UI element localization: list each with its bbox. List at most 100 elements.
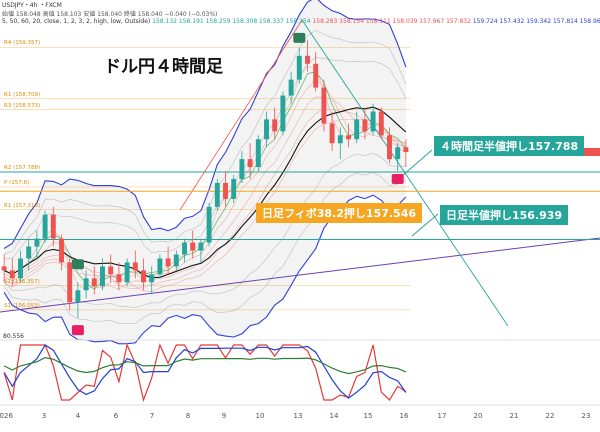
candle-body xyxy=(182,242,187,255)
candle-body xyxy=(288,79,294,96)
candle-body xyxy=(116,274,122,283)
candle-body xyxy=(42,214,48,239)
callout-daily-half: 日足半値押し156.939 xyxy=(440,205,569,225)
x-tick-label: 21 xyxy=(510,412,519,420)
indicator-value: 158.154 xyxy=(337,18,365,25)
oscillator-fast-line xyxy=(3,343,407,403)
indicator-params: 5, 50, 60, 20, close, 1, 2, 3, 2, high, … xyxy=(2,18,151,25)
callout-pointer xyxy=(411,213,439,237)
header-symbol: USDJPY・4h ・FXCM xyxy=(2,2,62,9)
buy-signal-marker xyxy=(71,259,84,270)
indicator-value: 157.967 xyxy=(417,18,445,25)
oscillator-pane xyxy=(0,339,600,406)
indicator-value: 158.308 xyxy=(230,18,258,25)
bollinger-upper-band xyxy=(4,57,407,260)
candle-body xyxy=(50,214,56,239)
candle-body xyxy=(378,111,384,136)
candle-body xyxy=(329,123,335,144)
header-ohlc: 始値 158.048 高値 158.103 安値 158.040 終値 158.… xyxy=(2,11,218,18)
candle-body xyxy=(337,135,343,144)
x-tick-label: 17 xyxy=(438,412,447,420)
candle-body xyxy=(9,270,15,279)
candle-body xyxy=(223,182,228,199)
indicator-value: 157.814 xyxy=(551,18,578,25)
chart-title: ドル円４時間足 xyxy=(104,57,223,77)
header-indicator: 5, 50, 60, 20, close, 1, 2, 3, 2, high, … xyxy=(2,18,600,25)
candle-body xyxy=(305,55,310,64)
indicator-value: 158.960 xyxy=(579,18,600,25)
candle-body xyxy=(34,238,40,247)
candle-body xyxy=(165,258,171,267)
pivot-level-label: R3 (158.573) xyxy=(4,102,41,109)
x-tick-label: 4 xyxy=(76,412,81,420)
bollinger-lower-band xyxy=(3,171,407,324)
callout-4h-half: ４時間足半値押し157.788 xyxy=(434,136,585,156)
candle-body xyxy=(100,266,105,287)
candle-body xyxy=(313,63,319,88)
indicator-value: 158.283 xyxy=(310,18,338,25)
candle-body xyxy=(354,119,360,140)
candle-body xyxy=(124,262,130,283)
candle-body xyxy=(296,55,302,80)
candle-body xyxy=(264,119,269,140)
x-tick-label: 20 xyxy=(474,412,483,420)
candle-body xyxy=(206,206,212,243)
x-tick-label: 23 xyxy=(582,412,591,420)
candle-body xyxy=(173,254,179,267)
callout-pointer xyxy=(401,149,433,177)
bollinger-band-fill xyxy=(4,0,406,344)
ribbon-ma-line xyxy=(3,96,406,290)
indicator-value: 157.832 xyxy=(444,18,471,25)
indicator-value: 158.191 xyxy=(176,18,204,25)
time-axis: 2026 3 4 6 7 8 9 10 13 14 15 16 17 20 21 22 23 xyxy=(0,412,590,420)
x-tick-label: 16 xyxy=(400,412,409,420)
pivot-level-label: R1 (158.709) xyxy=(4,91,41,98)
candle-body xyxy=(26,246,32,259)
candle-body xyxy=(370,111,376,132)
candle-body xyxy=(132,262,138,271)
indicator-value: 158.259 xyxy=(203,18,231,25)
candle-body xyxy=(280,95,286,132)
pivot-level-label: P (157.6) xyxy=(4,179,30,186)
candle-body xyxy=(75,290,81,303)
indicator-value: 158.354 xyxy=(283,18,311,25)
candle-body xyxy=(231,179,237,199)
candle-body xyxy=(190,242,196,251)
oscillator-slow-line xyxy=(3,344,407,399)
pivot-level-label: R1 (157.313) xyxy=(4,202,41,209)
oscillator-label: 80.556 xyxy=(3,333,24,340)
x-tick-label: 6 xyxy=(114,412,119,420)
sell-signal-marker xyxy=(391,174,404,185)
candle-body xyxy=(157,258,163,275)
bollinger-upper-band xyxy=(4,29,407,255)
x-tick-label: 13 xyxy=(294,412,303,420)
candle-body xyxy=(272,119,278,132)
pivot-level-label: R2 (157.788) xyxy=(4,165,41,171)
candle-body xyxy=(247,159,253,168)
candle-body xyxy=(149,274,155,283)
trend-line xyxy=(0,237,600,313)
candle-body xyxy=(141,270,146,283)
indicator-values: 158.132 158.191 158.259 158.308 158.337 … xyxy=(152,18,600,25)
x-tick-label: 8 xyxy=(186,412,190,420)
candle-body xyxy=(198,242,204,251)
fib-line xyxy=(179,19,303,211)
pivot-level-label: S1 (156.053) xyxy=(4,302,40,309)
callout-daily-fib: 日足フィボ38.2押し157.546 xyxy=(256,203,423,223)
candle-body xyxy=(214,182,220,207)
indicator-value: 158.337 xyxy=(257,18,284,25)
candle-body xyxy=(59,238,64,263)
candle-body xyxy=(403,147,409,152)
x-tick-label: 14 xyxy=(330,412,339,420)
candle-body xyxy=(395,147,401,160)
bollinger-upper-3 xyxy=(3,0,407,249)
candle-body xyxy=(108,266,114,275)
pivot-level-label: S1 (156.357) xyxy=(4,278,40,285)
x-tick-label: 9 xyxy=(222,412,226,420)
candle-body xyxy=(1,266,7,271)
indicator-value: 158.039 xyxy=(390,18,418,25)
candle-body xyxy=(321,87,327,124)
indicator-value: 158.111 xyxy=(364,18,391,25)
